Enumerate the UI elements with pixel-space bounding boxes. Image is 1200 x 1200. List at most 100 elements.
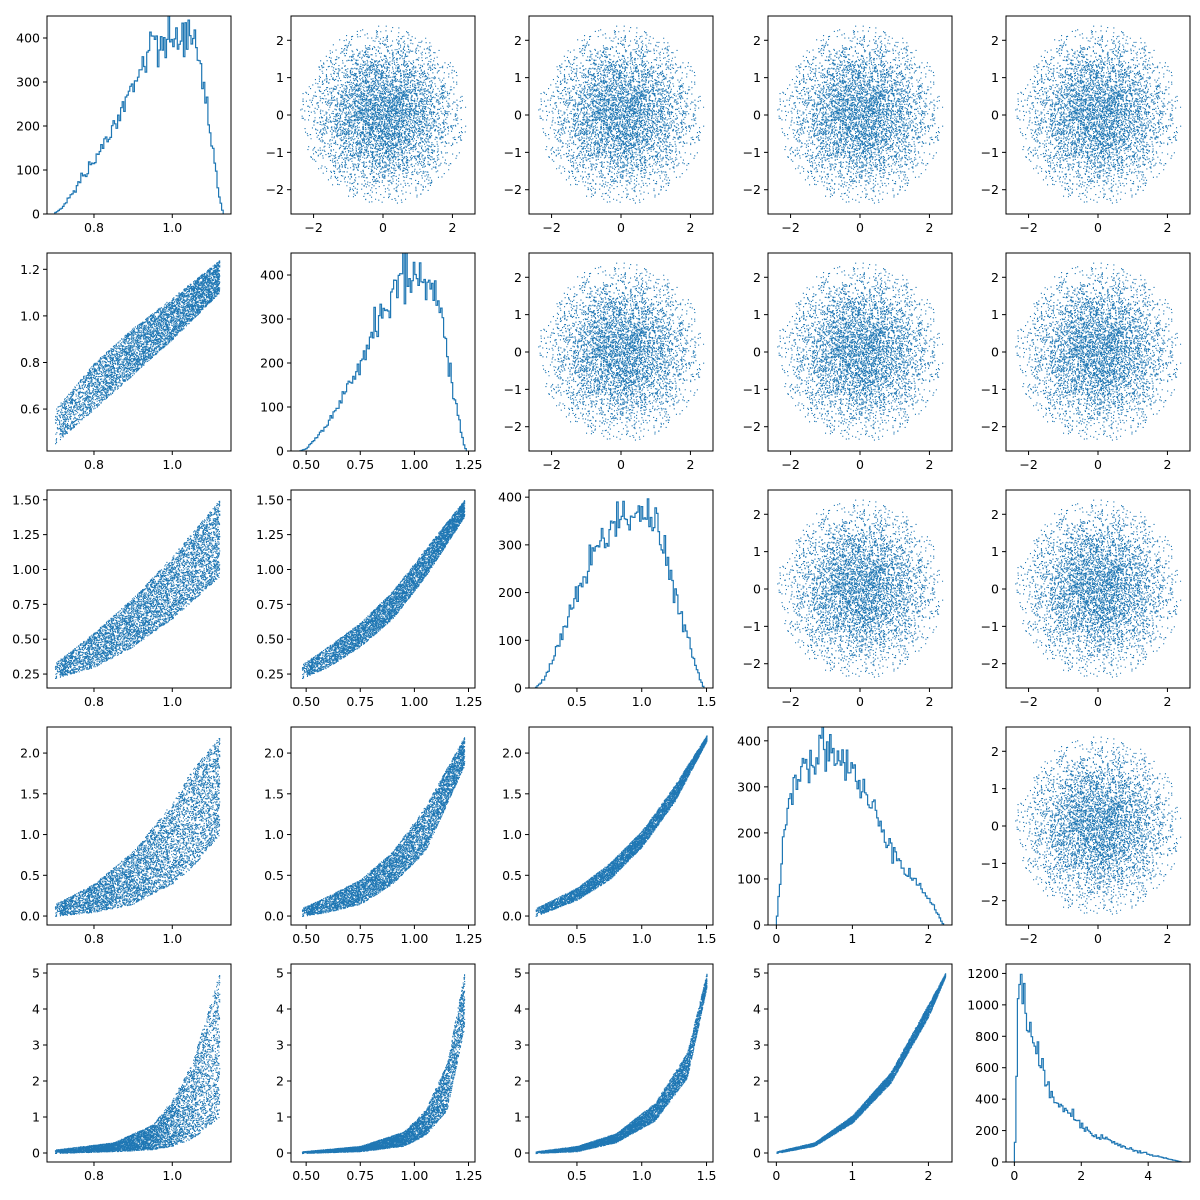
x-tick-label: −2 (304, 220, 322, 235)
axes-frame (1005, 252, 1191, 452)
plot-area (538, 25, 705, 204)
x-tick-label: 1.25 (455, 457, 483, 472)
y-tick-label: 0 (276, 444, 284, 459)
axes-frame (46, 963, 232, 1163)
x-tick-label: 0.8 (84, 931, 104, 946)
y-tick-label: 1.25 (12, 527, 40, 542)
x-tick-label: 0 (1010, 1168, 1018, 1183)
y-tick-label: 200 (975, 1123, 999, 1138)
histogram-line (534, 498, 705, 688)
x-tick-label: 2 (1163, 220, 1171, 235)
y-tick-label: −1 (743, 619, 761, 634)
y-tick-label: 0 (991, 1155, 999, 1170)
x-tick-label: −2 (542, 220, 560, 235)
y-tick-label: 2 (753, 507, 761, 522)
y-tick-label: 4 (514, 1002, 522, 1017)
y-tick-label: 1 (991, 70, 999, 85)
x-tick-label: 1.5 (697, 694, 717, 709)
y-tick-label: 2.0 (502, 746, 522, 761)
axes-frame (528, 963, 714, 1163)
y-tick-label: 600 (975, 1060, 999, 1075)
panel-0-3: −2 0 2 −2 −1 0 1 2 (743, 15, 953, 235)
axes-frame (767, 726, 953, 926)
axes-frame (290, 963, 476, 1163)
y-tick-label: 0.75 (12, 597, 40, 612)
y-tick-label: 0.25 (12, 667, 40, 682)
y-tick-label: 1.5 (502, 786, 522, 801)
scatter-points (777, 499, 944, 678)
x-tick-label: 2 (1077, 1168, 1085, 1183)
x-tick-label: −2 (781, 457, 799, 472)
y-tick-label: 0 (991, 582, 999, 597)
y-tick-label: 400 (498, 490, 522, 505)
y-tick-label: 2 (753, 1074, 761, 1089)
plot-area (301, 974, 466, 1155)
y-tick-label: 1.0 (20, 827, 40, 842)
plot-area (535, 973, 708, 1155)
y-tick-label: 1 (991, 307, 999, 322)
axes-frame (1005, 489, 1191, 689)
y-tick-label: 2 (753, 33, 761, 48)
y-tick-label: 0 (753, 1146, 761, 1161)
panel-2-3: −2 0 2 −2 −1 0 1 2 (743, 489, 953, 709)
x-tick-label: 0 (617, 220, 625, 235)
x-tick-label: 2 (448, 220, 456, 235)
panel-1-0: 0.8 1.0 0.6 0.8 1.0 1.2 (20, 252, 232, 472)
y-tick-label: 2 (514, 33, 522, 48)
plot-area (775, 727, 945, 925)
scatter-points (301, 974, 466, 1155)
axes-frame (767, 252, 953, 452)
y-tick-label: 0.6 (20, 402, 40, 417)
y-tick-label: 0 (753, 918, 761, 933)
y-tick-label: 0.5 (264, 868, 284, 883)
y-tick-label: −2 (981, 419, 999, 434)
axes-frame (290, 15, 476, 215)
y-tick-label: 300 (16, 75, 40, 90)
plot-area (54, 738, 221, 917)
y-tick-label: 0 (753, 345, 761, 360)
y-tick-label: 400 (975, 1092, 999, 1107)
panel-3-3: 0 1 2 0 100 200 300 400 (737, 726, 953, 946)
scatter-points (301, 737, 466, 917)
panel-1-4: −2 0 2 −2 −1 0 1 2 (981, 252, 1191, 472)
x-tick-label: −2 (1019, 220, 1037, 235)
plot-area (777, 262, 944, 441)
axes-frame (1005, 15, 1191, 215)
y-tick-label: 1 (276, 70, 284, 85)
y-tick-label: 1.0 (20, 308, 40, 323)
x-tick-label: 1.0 (162, 457, 182, 472)
x-tick-label: 1.00 (400, 931, 428, 946)
y-tick-label: 0 (276, 108, 284, 123)
scatter-points (535, 735, 708, 917)
scatter-points (1015, 25, 1182, 204)
x-tick-label: 1 (848, 1168, 856, 1183)
x-tick-label: 0 (1094, 457, 1102, 472)
plot-area (534, 498, 705, 688)
y-tick-label: 0 (514, 108, 522, 123)
y-tick-label: 0 (32, 1146, 40, 1161)
y-tick-label: 300 (498, 537, 522, 552)
x-tick-label: 0.75 (346, 457, 374, 472)
y-tick-label: 1.50 (12, 492, 40, 507)
y-tick-label: −2 (504, 419, 522, 434)
axes-frame (46, 252, 232, 452)
y-tick-label: −2 (743, 419, 761, 434)
scatter-points (776, 973, 947, 1154)
y-tick-label: −1 (981, 856, 999, 871)
x-tick-label: 0 (617, 457, 625, 472)
y-tick-label: 0 (276, 1146, 284, 1161)
x-tick-label: 0.8 (84, 220, 104, 235)
scatter-points (535, 973, 708, 1155)
scatter-points (1015, 736, 1182, 915)
y-tick-label: 0.5 (20, 868, 40, 883)
y-tick-label: 2 (991, 33, 999, 48)
panel-4-2: 0.5 1.0 1.5 0 1 2 3 4 5 (514, 963, 716, 1183)
x-tick-label: 1.0 (632, 931, 652, 946)
y-tick-label: 1.25 (256, 527, 284, 542)
plot-area (301, 500, 466, 679)
y-tick-label: 0 (514, 1146, 522, 1161)
x-tick-label: 0.50 (292, 457, 320, 472)
y-tick-label: 1.2 (20, 262, 40, 277)
y-tick-label: 0 (991, 345, 999, 360)
x-tick-label: 0.50 (292, 694, 320, 709)
